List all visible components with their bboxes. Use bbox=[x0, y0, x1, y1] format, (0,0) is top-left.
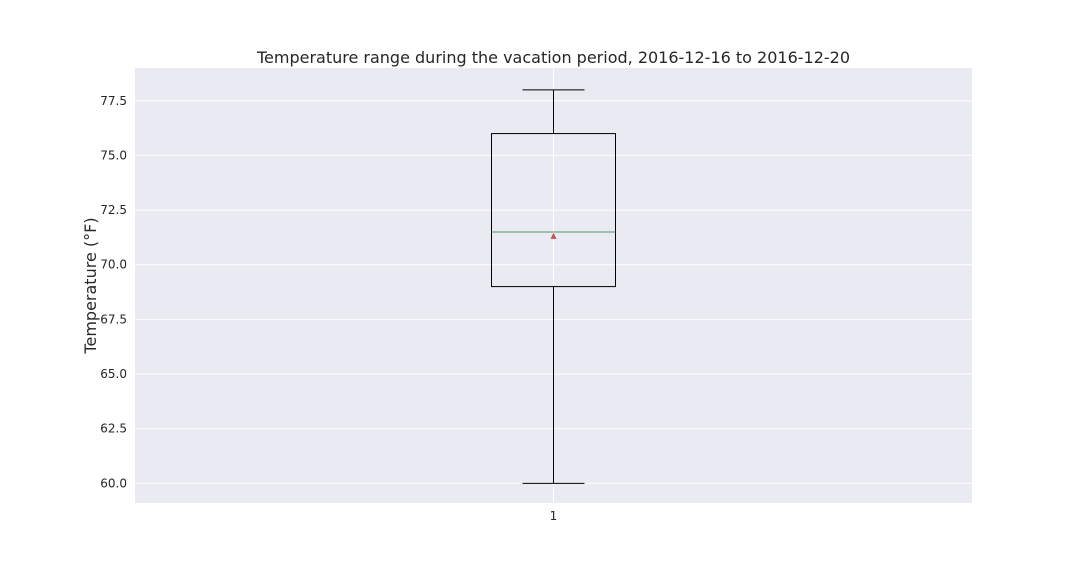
y-tick-label: 65.0 bbox=[100, 367, 127, 381]
box-group bbox=[491, 89, 616, 484]
x-tick-labels: 1 bbox=[550, 509, 558, 523]
y-axis-label: Temperature (°F) bbox=[81, 217, 100, 354]
y-tick-label: 62.5 bbox=[100, 422, 127, 436]
boxes-layer bbox=[491, 89, 616, 484]
mean-marker bbox=[550, 232, 557, 239]
y-tick-label: 77.5 bbox=[100, 94, 127, 108]
x-tick-label: 1 bbox=[550, 509, 558, 523]
y-tick-label: 75.0 bbox=[100, 148, 127, 162]
y-tick-labels: 60.0 62.5 65.0 67.5 70.0 72.5 75.0 77.5 bbox=[100, 94, 127, 491]
y-tick-label: 70.0 bbox=[100, 258, 127, 272]
y-tick-label: 72.5 bbox=[100, 203, 127, 217]
y-tick-label: 67.5 bbox=[100, 312, 127, 326]
chart-title: Temperature range during the vacation pe… bbox=[256, 48, 850, 67]
y-tick-label: 60.0 bbox=[100, 476, 127, 490]
iqr-box bbox=[491, 133, 616, 288]
